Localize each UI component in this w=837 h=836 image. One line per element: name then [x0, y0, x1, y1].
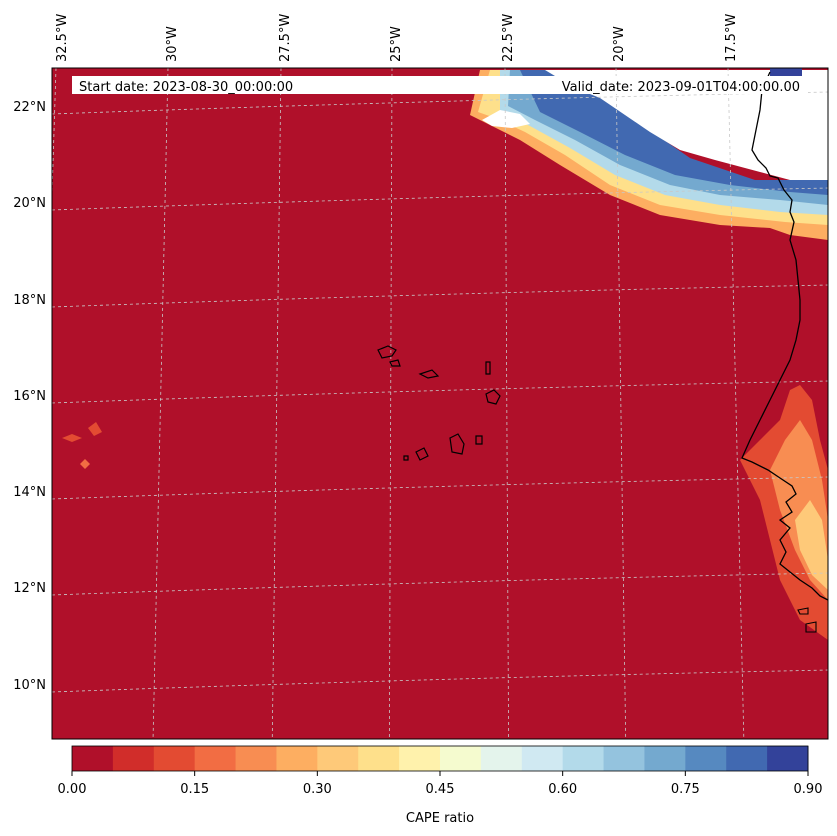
colorbar-tick-label: 0.75 [671, 782, 700, 797]
lat-label-12n: 12°N [13, 581, 46, 596]
island-boa-vista [485, 389, 501, 405]
colorbar-swatch [562, 746, 605, 771]
island-sal [485, 361, 491, 375]
colorbar-swatch [603, 746, 645, 771]
top-right-blue-patch [770, 68, 802, 76]
spot-west-1 [62, 434, 82, 442]
colorbar-swatch [235, 746, 277, 771]
colorbar-swatch [399, 746, 441, 771]
no-data-pocket [482, 110, 530, 128]
meridian-line [615, 68, 627, 739]
gridlines [52, 68, 828, 739]
no-data-region [545, 70, 828, 180]
lon-label-25w: 25°W [389, 26, 404, 62]
island-bijagos-1 [797, 607, 809, 615]
island-sao-nicolau [418, 369, 440, 379]
colorbar [72, 746, 809, 771]
lat-label-20n: 20°N [13, 196, 46, 211]
colorbar-swatch [767, 746, 809, 771]
colorbar-tick-label: 0.00 [58, 782, 87, 797]
lat-label-22n: 22°N [13, 100, 46, 115]
lon-label-32-5w: 32.5°W [55, 14, 70, 62]
meridian-line [727, 68, 745, 739]
parallel-line [52, 380, 828, 404]
island-maio [475, 435, 483, 445]
lat-label-14n: 14°N [13, 485, 46, 500]
colorbar-swatch [112, 746, 155, 771]
colorbar-swatch [726, 746, 768, 771]
island-sao-vicente [389, 359, 401, 367]
lat-label-10n: 10°N [13, 678, 46, 693]
spot-west-2 [88, 422, 102, 436]
island-santo-antao [377, 345, 397, 359]
parallel-line [52, 91, 828, 115]
island-santiago [449, 433, 465, 455]
lon-label-27-5w: 27.5°W [278, 14, 293, 62]
lon-label-20w: 20°W [612, 26, 627, 62]
colorbar-swatch [317, 746, 359, 771]
lat-label-16n: 16°N [13, 389, 46, 404]
colorbar-swatch [644, 746, 686, 771]
parallel-line [52, 476, 828, 500]
lat-label-18n: 18°N [13, 293, 46, 308]
colorbar-label: CAPE ratio [406, 811, 474, 826]
colorbar-tick-label: 0.90 [794, 782, 823, 797]
colorbar-swatch [440, 746, 482, 771]
meridian-line [504, 68, 509, 739]
colorbar-ticks: 0.00 0.15 0.30 0.45 0.60 0.75 0.90 [58, 771, 823, 797]
latitude-labels: 22°N 20°N 18°N 16°N 14°N 12°N 10°N [13, 100, 46, 693]
contour-coastal-yellow [795, 500, 828, 590]
map-area [52, 68, 828, 739]
colorbar-swatch [72, 746, 114, 771]
coastline-africa [741, 71, 828, 601]
header-box [72, 76, 808, 94]
meridian-line [388, 68, 393, 739]
lon-label-30w: 30°W [165, 26, 180, 62]
colorbar-swatch [521, 746, 564, 771]
colorbar-swatch [194, 746, 237, 771]
colorbar-tick-label: 0.15 [180, 782, 209, 797]
lon-label-22-5w: 22.5°W [501, 14, 516, 62]
island-fogo [415, 447, 429, 461]
colorbar-swatch [153, 746, 196, 771]
colorbar-tick-label: 0.45 [426, 782, 455, 797]
contour-band-darkblue [520, 70, 828, 195]
colorbar-swatch [358, 746, 400, 771]
meridian-line [152, 68, 169, 739]
colorbar-swatch [276, 746, 318, 771]
island-bijagos-2 [805, 621, 817, 633]
colorbar-tick-label: 0.30 [303, 782, 332, 797]
map-frame [51, 67, 829, 740]
meridian-line [271, 68, 282, 739]
colorbar-swatch [685, 746, 727, 771]
colorbar-swatch [480, 746, 523, 771]
spot-west-3 [80, 459, 90, 469]
parallel-line [52, 669, 828, 693]
start-date-label: Start date: 2023-08-30_00:00:00 [79, 80, 293, 95]
longitude-labels: 32.5°W 30°W 27.5°W 25°W 22.5°W 20°W 17.5… [55, 14, 739, 62]
island-brava [403, 455, 409, 461]
valid-date-label: Valid_date: 2023-09-01T04:00:00.00 [562, 80, 800, 95]
parallel-line [52, 572, 828, 596]
lon-label-17-5w: 17.5°W [724, 14, 739, 62]
parallel-line [52, 284, 828, 308]
colorbar-tick-label: 0.60 [548, 782, 577, 797]
parallel-line [52, 187, 828, 211]
